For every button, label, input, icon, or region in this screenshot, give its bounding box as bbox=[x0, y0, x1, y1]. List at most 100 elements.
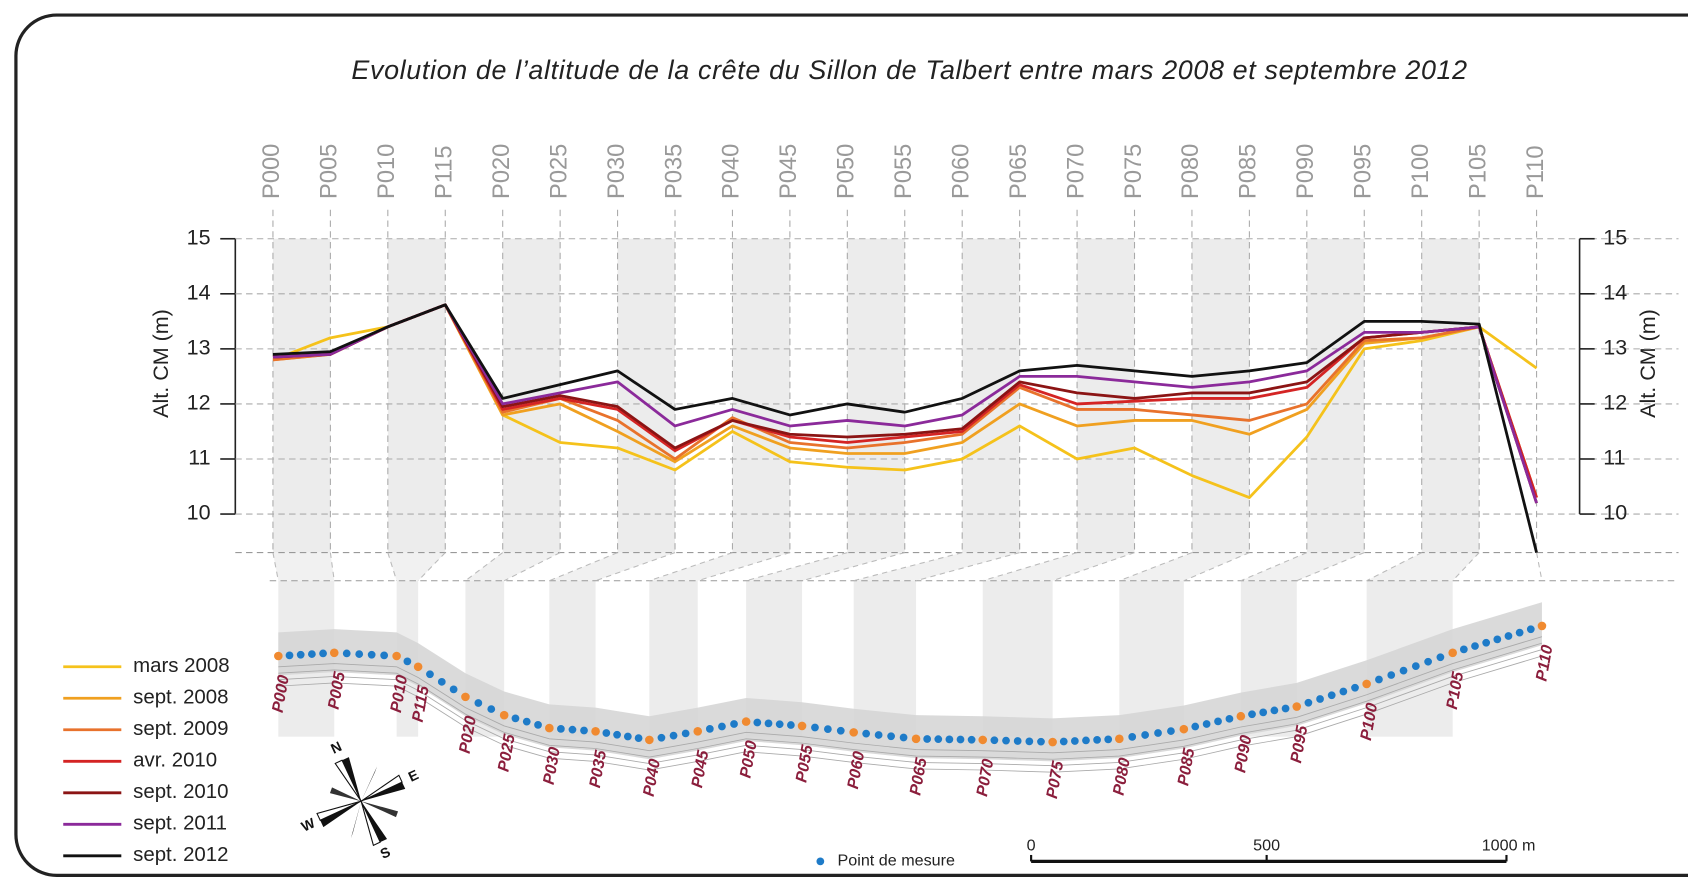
y2-tick-label: 10 bbox=[1603, 501, 1627, 525]
category-connector bbox=[745, 552, 848, 582]
series-line bbox=[272, 303, 1538, 504]
measure-point bbox=[487, 705, 496, 713]
measure-point bbox=[1259, 708, 1268, 717]
compass-letter: S bbox=[378, 843, 393, 861]
measure-point bbox=[1141, 731, 1149, 739]
band-map bbox=[982, 580, 1053, 737]
compass: N E S W bbox=[299, 738, 421, 862]
category-connector bbox=[649, 552, 733, 582]
measure-point bbox=[355, 650, 364, 658]
measure-point bbox=[1128, 733, 1137, 741]
x-tick-label: P090 bbox=[1293, 144, 1319, 199]
measure-point bbox=[1316, 695, 1324, 703]
measure-point bbox=[1248, 710, 1256, 719]
band-connector bbox=[387, 552, 446, 581]
measure-point bbox=[718, 722, 726, 731]
profile-point bbox=[1537, 621, 1547, 631]
compass-minor bbox=[361, 801, 399, 818]
measure-point bbox=[1013, 737, 1022, 745]
compass-point bbox=[360, 800, 381, 847]
x-tick-label: P085 bbox=[1236, 144, 1262, 199]
measure-point bbox=[1351, 683, 1359, 692]
measure-point bbox=[811, 723, 819, 732]
y2-tick-label: 11 bbox=[1603, 446, 1625, 470]
profile-point bbox=[978, 735, 988, 745]
category-connector bbox=[697, 552, 791, 582]
measure-point bbox=[899, 733, 908, 742]
measure-point bbox=[669, 731, 678, 740]
category-connector bbox=[417, 552, 446, 582]
profile-point bbox=[911, 734, 921, 744]
measure-point bbox=[764, 719, 773, 728]
measure-point bbox=[1504, 632, 1513, 640]
x-tick-label: P030 bbox=[604, 144, 630, 199]
y-tick-label: 13 bbox=[187, 336, 211, 360]
measure-point bbox=[602, 729, 611, 737]
map-profile-label: P075 bbox=[1043, 759, 1067, 800]
profile-point bbox=[413, 662, 423, 672]
compass-point bbox=[361, 801, 388, 843]
measure-point bbox=[1436, 653, 1445, 662]
compass-minor bbox=[329, 787, 362, 802]
profile-point bbox=[461, 692, 470, 702]
y-tick-label: 12 bbox=[187, 391, 211, 415]
x-tick-label: P075 bbox=[1121, 144, 1147, 199]
band bbox=[847, 238, 905, 553]
x-tick-label: P110 bbox=[1523, 145, 1549, 198]
band bbox=[617, 238, 676, 553]
measure-point bbox=[1424, 657, 1432, 666]
category-connector bbox=[1052, 552, 1135, 582]
measure-point bbox=[705, 724, 714, 733]
band-connector bbox=[549, 552, 676, 581]
measure-point bbox=[1059, 737, 1068, 746]
measure-point bbox=[380, 651, 389, 660]
category-connector bbox=[329, 552, 335, 581]
x-tick-label: P040 bbox=[719, 144, 745, 199]
contour bbox=[278, 636, 1543, 754]
measure-point bbox=[1104, 735, 1113, 744]
y2-tick-label: 13 bbox=[1603, 336, 1627, 360]
measure-point bbox=[342, 649, 351, 658]
measure-point bbox=[557, 724, 565, 733]
x-tick-label: P025 bbox=[546, 144, 572, 199]
scale-label: 1000 m bbox=[1482, 837, 1536, 855]
measure-point bbox=[1387, 671, 1396, 679]
contour bbox=[278, 642, 1543, 760]
compass-point bbox=[320, 801, 362, 828]
measure-point bbox=[1459, 645, 1468, 654]
map-profile-label: P030 bbox=[540, 746, 564, 786]
map-profile-label: P050 bbox=[736, 739, 760, 779]
band bbox=[732, 238, 790, 553]
map-profile-label: P090 bbox=[1231, 734, 1255, 774]
profile-point bbox=[1362, 679, 1371, 689]
measure-point bbox=[296, 650, 305, 659]
map-profile-label: P110 bbox=[1532, 644, 1556, 683]
band-connector bbox=[272, 552, 335, 581]
category-connector bbox=[982, 552, 1078, 582]
measure-point bbox=[568, 725, 577, 734]
map-profile-label: P040 bbox=[640, 758, 664, 798]
measure-point bbox=[1270, 706, 1279, 715]
measure-point bbox=[449, 685, 458, 694]
measure-point bbox=[511, 714, 520, 723]
measure-point bbox=[1339, 687, 1348, 696]
measure-point bbox=[474, 699, 483, 707]
measure-point bbox=[753, 718, 762, 727]
measure-point bbox=[787, 721, 795, 729]
measure-point bbox=[580, 726, 588, 735]
category-connector bbox=[915, 552, 1020, 582]
chart-title: Evolution de l’altitude de la crête du S… bbox=[351, 55, 1467, 85]
profile-point bbox=[645, 735, 654, 745]
band-connector bbox=[982, 552, 1135, 581]
measure-point bbox=[1304, 698, 1313, 707]
measure-point bbox=[623, 732, 632, 741]
x-tick-label: P060 bbox=[948, 144, 974, 199]
measure-point bbox=[775, 720, 784, 729]
category-connector bbox=[387, 552, 398, 581]
measure-point bbox=[1375, 675, 1383, 684]
measure-point bbox=[990, 736, 999, 745]
band-connector bbox=[1366, 552, 1480, 581]
measure-point bbox=[657, 733, 666, 742]
legend-label: sept. 2010 bbox=[133, 781, 228, 803]
